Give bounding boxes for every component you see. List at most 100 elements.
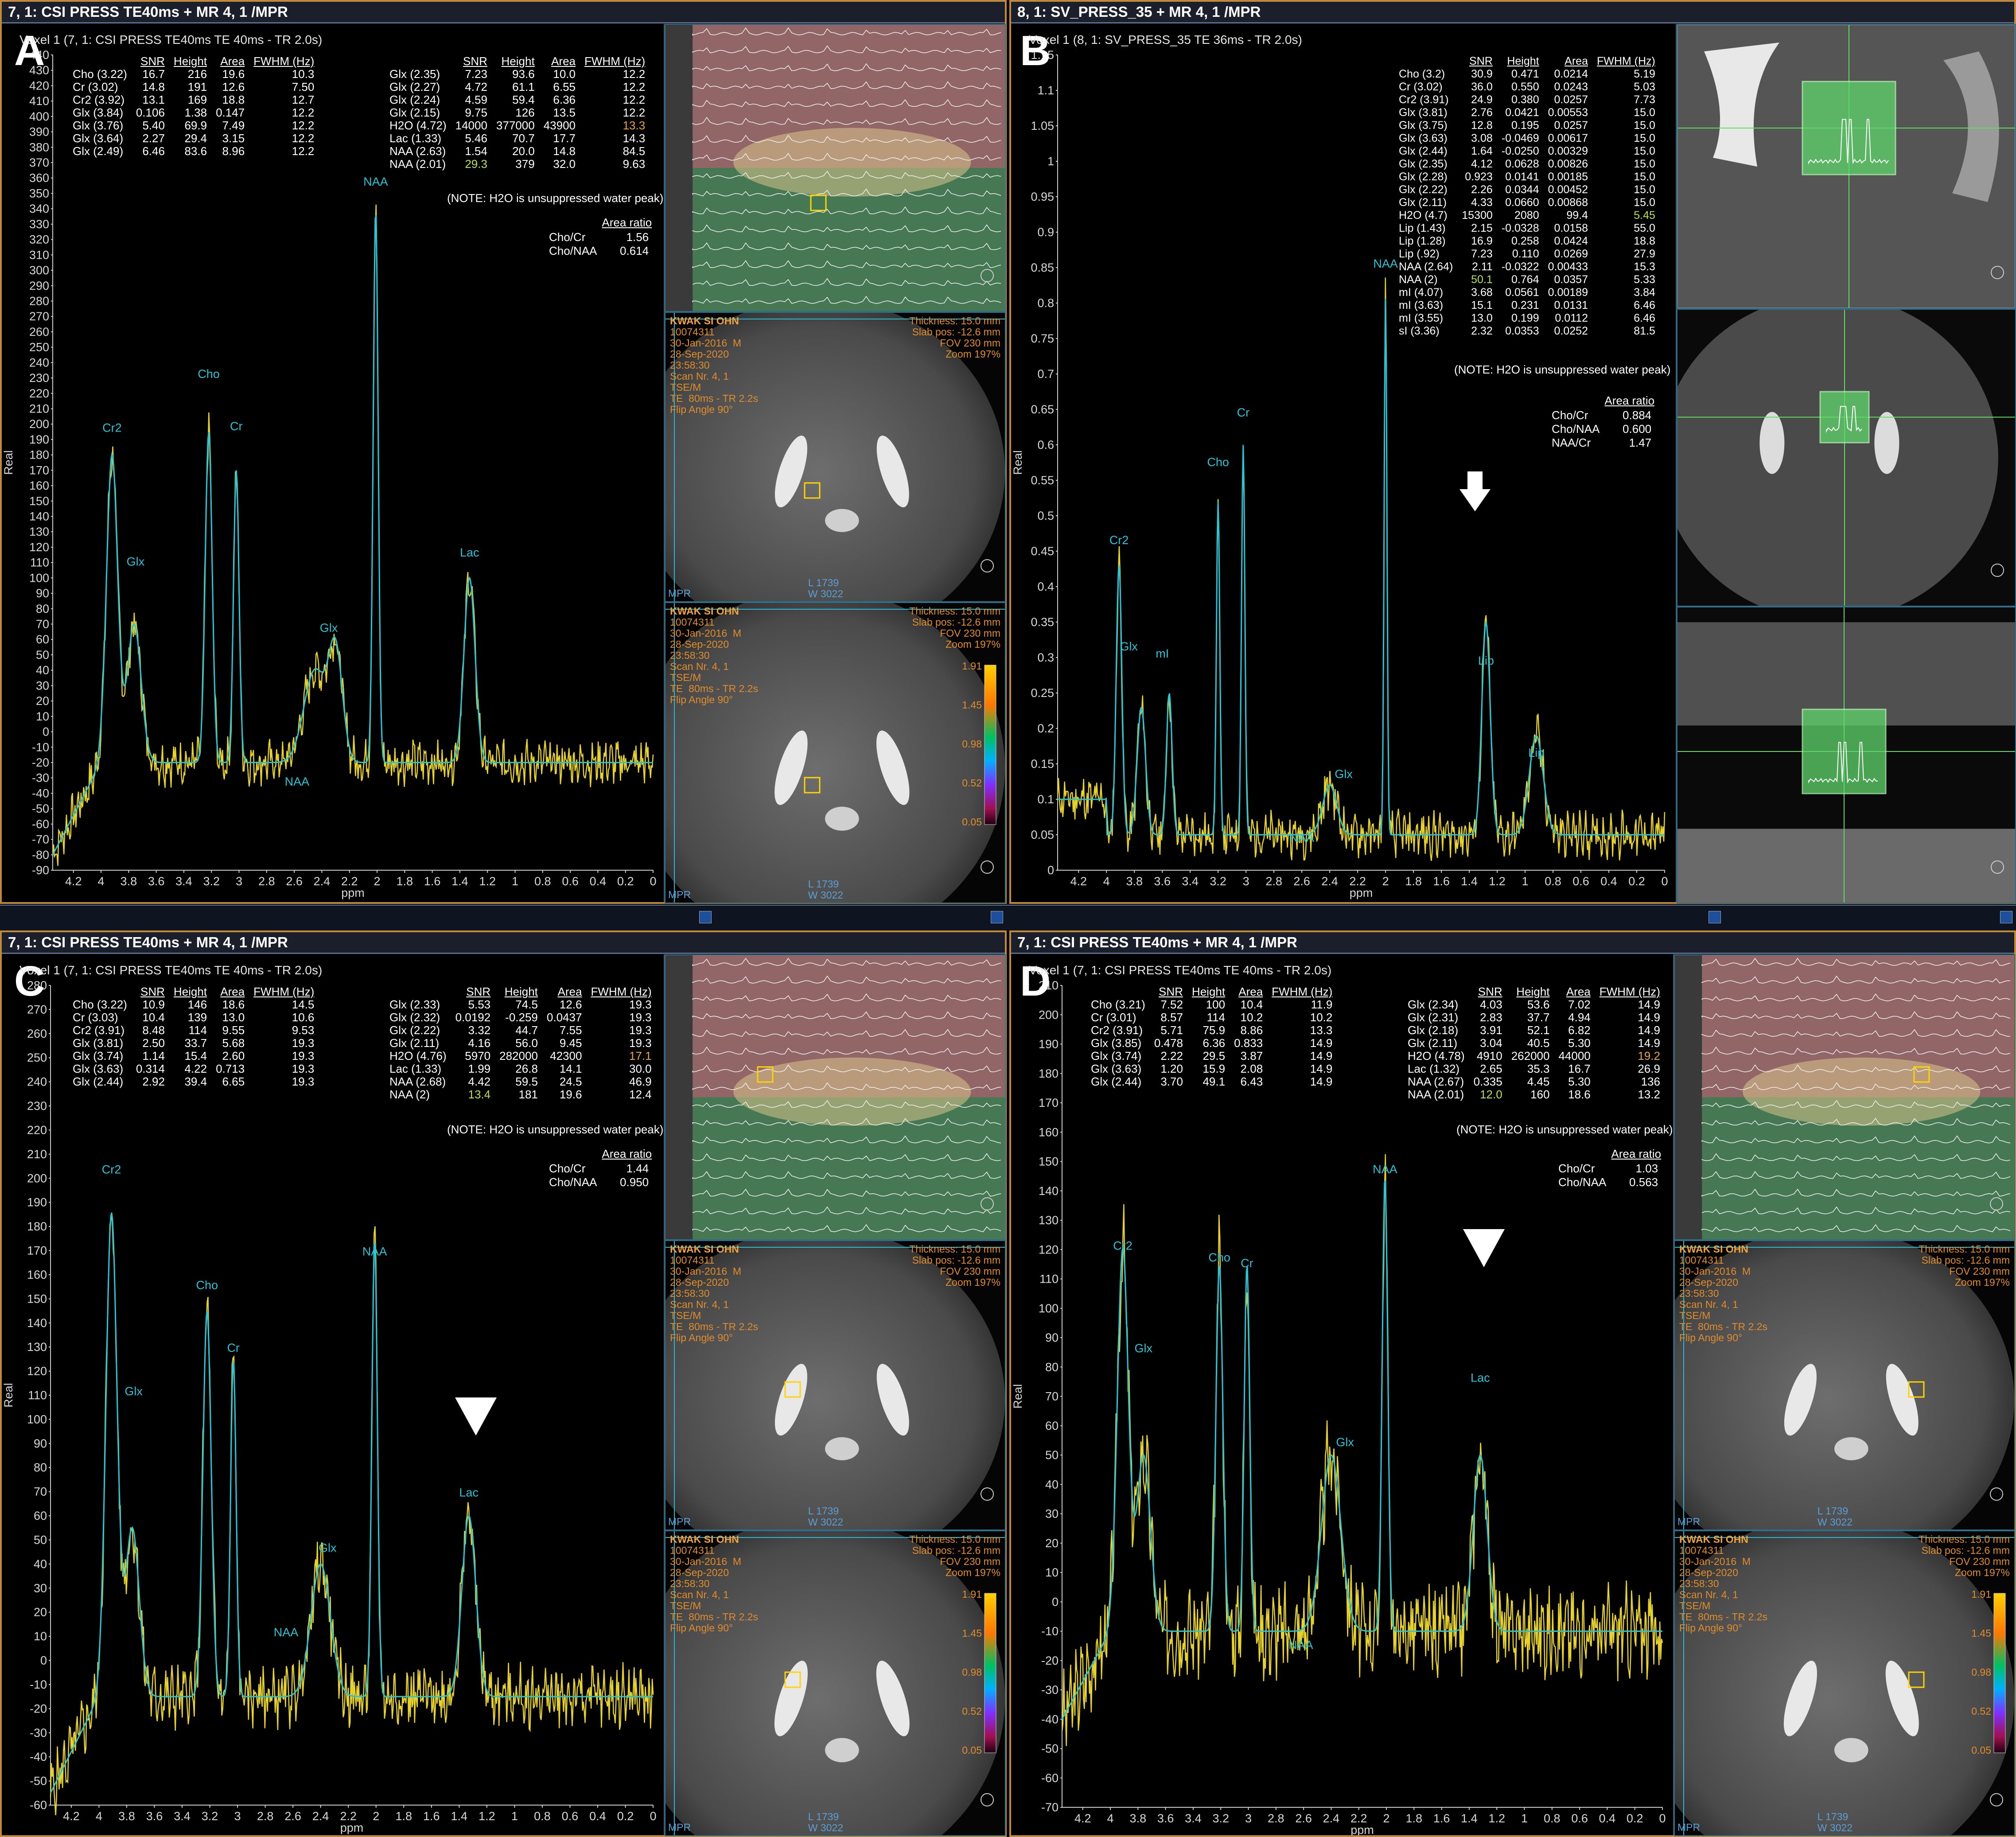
table-cell: Glx (3.63)	[1091, 1062, 1142, 1075]
y-tick-label: 350	[29, 187, 49, 200]
table-row: Cr (3.01) 8.57 114 10.2 10.2	[1086, 1011, 1337, 1024]
voxel-marker[interactable]	[804, 482, 821, 499]
mri-view-d-bottom[interactable]: 1.91 1.45 0.98 0.52 0.05 KWAK SI OHN 10074311 3…	[1674, 1530, 2015, 1836]
color-scale-label: 1.45	[962, 1627, 982, 1639]
mri-view-a-bottom[interactable]: 1.91 1.45 0.98 0.52 0.05 KWAK SI OHN 10074311 3…	[665, 602, 1006, 903]
y-tick-label: 0.9	[1037, 226, 1054, 239]
csi-overlay-d[interactable]	[1674, 954, 2015, 1240]
window-level: L 1739 W 3022	[808, 1811, 843, 1833]
csi-voxel-spectrum-row	[692, 63, 1001, 71]
color-scale-label: 0.52	[962, 1705, 982, 1717]
ventricle-left	[1784, 1364, 1817, 1436]
y-tick-label: 20	[36, 694, 49, 708]
voxel-marker[interactable]	[1908, 1671, 1925, 1688]
y-tick-label: 0.65	[1031, 403, 1054, 416]
y-tick-label: -10	[1041, 1625, 1059, 1638]
selected-voxel-marker[interactable]	[810, 195, 827, 211]
table-row: Glx (2.28) 0.923 0.0141 0.00185 15.0	[1394, 171, 1660, 183]
table-cell: 0.0192	[455, 1011, 491, 1024]
scroll-button-a1[interactable]	[699, 911, 712, 923]
table-cell: 14.1	[559, 1062, 582, 1075]
spectrum-svg-a: 4404304204104003903803703603503403303203…	[2, 48, 657, 899]
selected-voxel-marker[interactable]	[1913, 1066, 1930, 1083]
peak-label: Lip	[1528, 746, 1544, 759]
table-cell: Lac (1.33)	[389, 1062, 442, 1075]
spectrum-svg-d: 2102001901801701601501401301201101009080…	[1011, 979, 1666, 1835]
voxel-marker[interactable]	[804, 777, 821, 794]
table-cell: 0.258	[1511, 235, 1539, 247]
mri-view-a-top[interactable]: KWAK SI OHN 10074311 30-Jan-2016 M 28-Sep-2…	[665, 312, 1006, 602]
selected-voxel-marker[interactable]	[757, 1066, 774, 1083]
y-tick-label: -30	[30, 1726, 47, 1740]
csi-voxel-spectrum-row	[1701, 1011, 2011, 1020]
csi-voxel-spectrum-row	[692, 260, 1001, 269]
voxel-marker[interactable]	[1908, 1381, 1925, 1398]
mpr-label: MPR	[1677, 1821, 1701, 1833]
table-cell: 6.55	[553, 80, 576, 93]
y-tick-label: 0.25	[1031, 686, 1054, 700]
patient-info-line: 23:58:30	[1679, 1288, 1719, 1299]
table-cell: 32.0	[553, 157, 576, 171]
table-cell: 14.9	[1638, 1024, 1660, 1037]
mri-view-c-top[interactable]: KWAK SI OHN 10074311 30-Jan-2016 M 28-Sep-2…	[665, 1240, 1006, 1530]
x-tick-label: 1.4	[451, 1810, 468, 1823]
table-row: Glx (2.22) 2.26 0.0344 0.00452 15.0	[1394, 183, 1660, 196]
scan-info: Thickness: 15.0 mm Slab pos: -12.6 mm FOV …	[909, 315, 1000, 360]
scan-info: Thickness: 15.0 mm Slab pos: -12.6 mm FOV …	[1919, 1244, 2010, 1288]
table-cell: 2.92	[142, 1075, 165, 1088]
patient-info-line: 30-Jan-2016 M	[670, 1265, 742, 1277]
table-cell: Cho (3.21)	[1091, 998, 1145, 1011]
y-tick-label: 0.05	[1031, 828, 1054, 841]
scan-info-line: Slab pos: -12.6 mm	[912, 616, 1000, 628]
mri-view-c-bottom[interactable]: 1.91 1.45 0.98 0.52 0.05 KWAK SI OHN 10074311 3…	[665, 1530, 1006, 1836]
orientation-icon	[1991, 860, 2004, 874]
x-tick-label: 2.4	[1321, 875, 1338, 888]
table-cell: 7.73	[1634, 93, 1655, 106]
table-cell: 13.0	[222, 1011, 245, 1024]
table-cell: Glx (2.49)	[73, 144, 124, 158]
table-cell: Glx (2.33)	[389, 998, 440, 1011]
sv-sagittal-view[interactable]	[1677, 607, 2016, 903]
csi-voxel-spectrum-row	[692, 1082, 1001, 1090]
patient-info-line: TE 80ms - TR 2.2s	[670, 393, 758, 404]
scroll-button-b1[interactable]	[1709, 911, 1721, 923]
mri-view-d-top[interactable]: KWAK SI OHN 10074311 30-Jan-2016 M 28-Sep-2…	[1674, 1240, 2015, 1530]
table-cell: 160	[1530, 1088, 1550, 1101]
csi-overlay-c[interactable]	[665, 954, 1006, 1240]
scroll-button-a2[interactable]	[991, 911, 1003, 923]
sv-axial-view[interactable]	[1677, 24, 2016, 309]
voxel-marker[interactable]	[784, 1381, 801, 1398]
table-cell: 4.33	[1471, 196, 1493, 209]
table-cell: Glx (3.75)	[1399, 119, 1448, 132]
patient-info-line: 23:58:30	[670, 650, 710, 661]
table-cell: 13.0	[1471, 312, 1493, 324]
table-cell: Glx (2.44)	[73, 1075, 124, 1088]
table-cell: 0.0257	[1554, 119, 1588, 132]
sv-voxel-box[interactable]	[1819, 391, 1870, 444]
csi-overlay-a[interactable]	[665, 24, 1006, 312]
table-cell: 0.764	[1511, 273, 1539, 286]
table-cell: 10.2	[1310, 1011, 1333, 1024]
x-tick-label: 1	[511, 1810, 518, 1823]
patient-info-line: TE 80ms - TR 2.2s	[670, 683, 758, 694]
scroll-button-b2[interactable]	[2000, 911, 2012, 923]
table-cell: 12.2	[623, 67, 646, 81]
table-cell: H2O (4.78)	[1408, 1049, 1465, 1063]
y-tick-label: -10	[30, 1678, 47, 1691]
table-cell: Glx (3.63)	[73, 1062, 124, 1075]
x-tick-label: 1.2	[1488, 1812, 1505, 1825]
window-level-line: W 3022	[1817, 1516, 1853, 1528]
color-scale-bar	[984, 1593, 996, 1753]
table-cell: 114	[188, 1024, 207, 1037]
y-tick-label: 0.35	[1031, 615, 1054, 629]
table-cell: 3.68	[1471, 286, 1493, 299]
sv-coronal-view[interactable]	[1677, 309, 2016, 607]
color-scale-label: 0.05	[1971, 1744, 1991, 1756]
table-row: Glx (3.74) 1.14 15.4 2.60 19.3	[68, 1050, 319, 1063]
voxel-marker[interactable]	[784, 1671, 801, 1688]
y-axis-title: Real	[2, 1383, 15, 1408]
table-cell: 0.0561	[1505, 286, 1539, 299]
y-tick-label: -50	[1041, 1742, 1059, 1755]
spectrum-plot-c: 280 270 260 250 240 230 220 210 200 190 180 170 160 1…	[2, 954, 665, 1835]
table-cell: 0.00617	[1548, 132, 1588, 144]
